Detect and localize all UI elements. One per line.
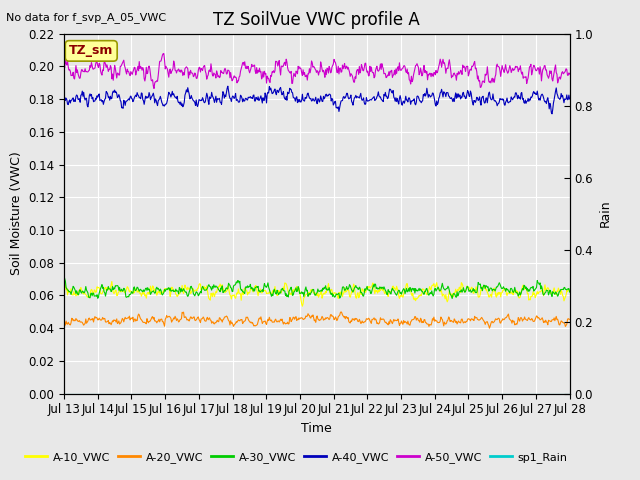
Y-axis label: Soil Moisture (VWC): Soil Moisture (VWC) bbox=[10, 152, 22, 276]
X-axis label: Time: Time bbox=[301, 422, 332, 435]
Y-axis label: Rain: Rain bbox=[598, 200, 612, 228]
Legend: A-10_VWC, A-20_VWC, A-30_VWC, A-40_VWC, A-50_VWC, sp1_Rain: A-10_VWC, A-20_VWC, A-30_VWC, A-40_VWC, … bbox=[20, 447, 572, 467]
Title: TZ SoilVue VWC profile A: TZ SoilVue VWC profile A bbox=[213, 11, 420, 29]
Text: No data for f_svp_A_05_VWC: No data for f_svp_A_05_VWC bbox=[6, 12, 166, 23]
Text: TZ_sm: TZ_sm bbox=[69, 44, 113, 58]
